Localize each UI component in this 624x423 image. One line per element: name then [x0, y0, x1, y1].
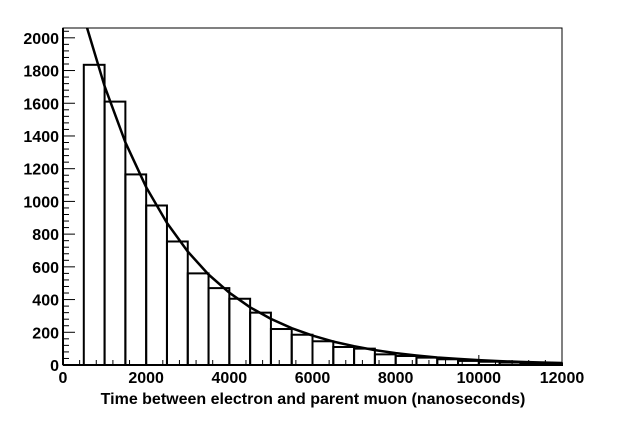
histogram-bin — [165, 240, 189, 367]
x-tick-label: 12000 — [540, 370, 585, 387]
histogram-bin — [290, 333, 314, 367]
histogram-bin — [207, 287, 231, 367]
histogram-bin — [373, 353, 397, 367]
y-tick-label: 1000 — [23, 194, 59, 211]
y-axis-ticks: 0 200 400 600 800 1000 1200 1400 1600 1800 2000 — [23, 30, 75, 375]
histogram-bin — [82, 63, 106, 366]
y-tick-label: 1800 — [23, 64, 59, 81]
y-tick-label: 600 — [32, 260, 59, 277]
histogram-bin — [228, 297, 252, 366]
x-tick-label: 6000 — [295, 370, 331, 387]
histogram-bin — [394, 355, 418, 367]
y-tick-label: 0 — [50, 358, 59, 375]
histogram-bin — [186, 272, 210, 366]
y-tick-label: 200 — [32, 325, 59, 342]
y-tick-label: 1600 — [23, 96, 59, 113]
y-tick-label: 1400 — [23, 129, 59, 146]
y-tick-label: 400 — [32, 293, 59, 310]
x-tick-label: 4000 — [212, 370, 248, 387]
histogram-bin — [145, 204, 168, 366]
x-axis-ticks: 0 2000 4000 6000 8000 10000 12000 — [59, 355, 585, 387]
axes — [62, 27, 563, 366]
histogram-bin — [249, 311, 272, 366]
y-tick-label: 1200 — [23, 162, 59, 179]
y-tick-label: 2000 — [23, 31, 59, 48]
y-tick-label: 800 — [32, 227, 59, 244]
histogram-bin — [269, 328, 293, 366]
histogram-bin — [103, 100, 127, 366]
fit-curve-series — [85, 27, 563, 365]
histogram-bin — [124, 173, 148, 366]
x-tick-label: 2000 — [128, 370, 164, 387]
histogram-bin — [332, 346, 356, 366]
histogram-bin — [353, 347, 376, 366]
fit-curve-line — [85, 27, 563, 365]
histogram-series — [82, 63, 563, 367]
plot-frame — [62, 27, 563, 366]
x-tick-label: 0 — [59, 370, 68, 387]
histogram-bin — [415, 356, 439, 366]
x-axis-title: Time between electron and parent muon (n… — [101, 391, 526, 408]
x-tick-label: 8000 — [378, 370, 414, 387]
histogram-bin — [311, 340, 335, 366]
x-tick-label: 10000 — [457, 370, 502, 387]
